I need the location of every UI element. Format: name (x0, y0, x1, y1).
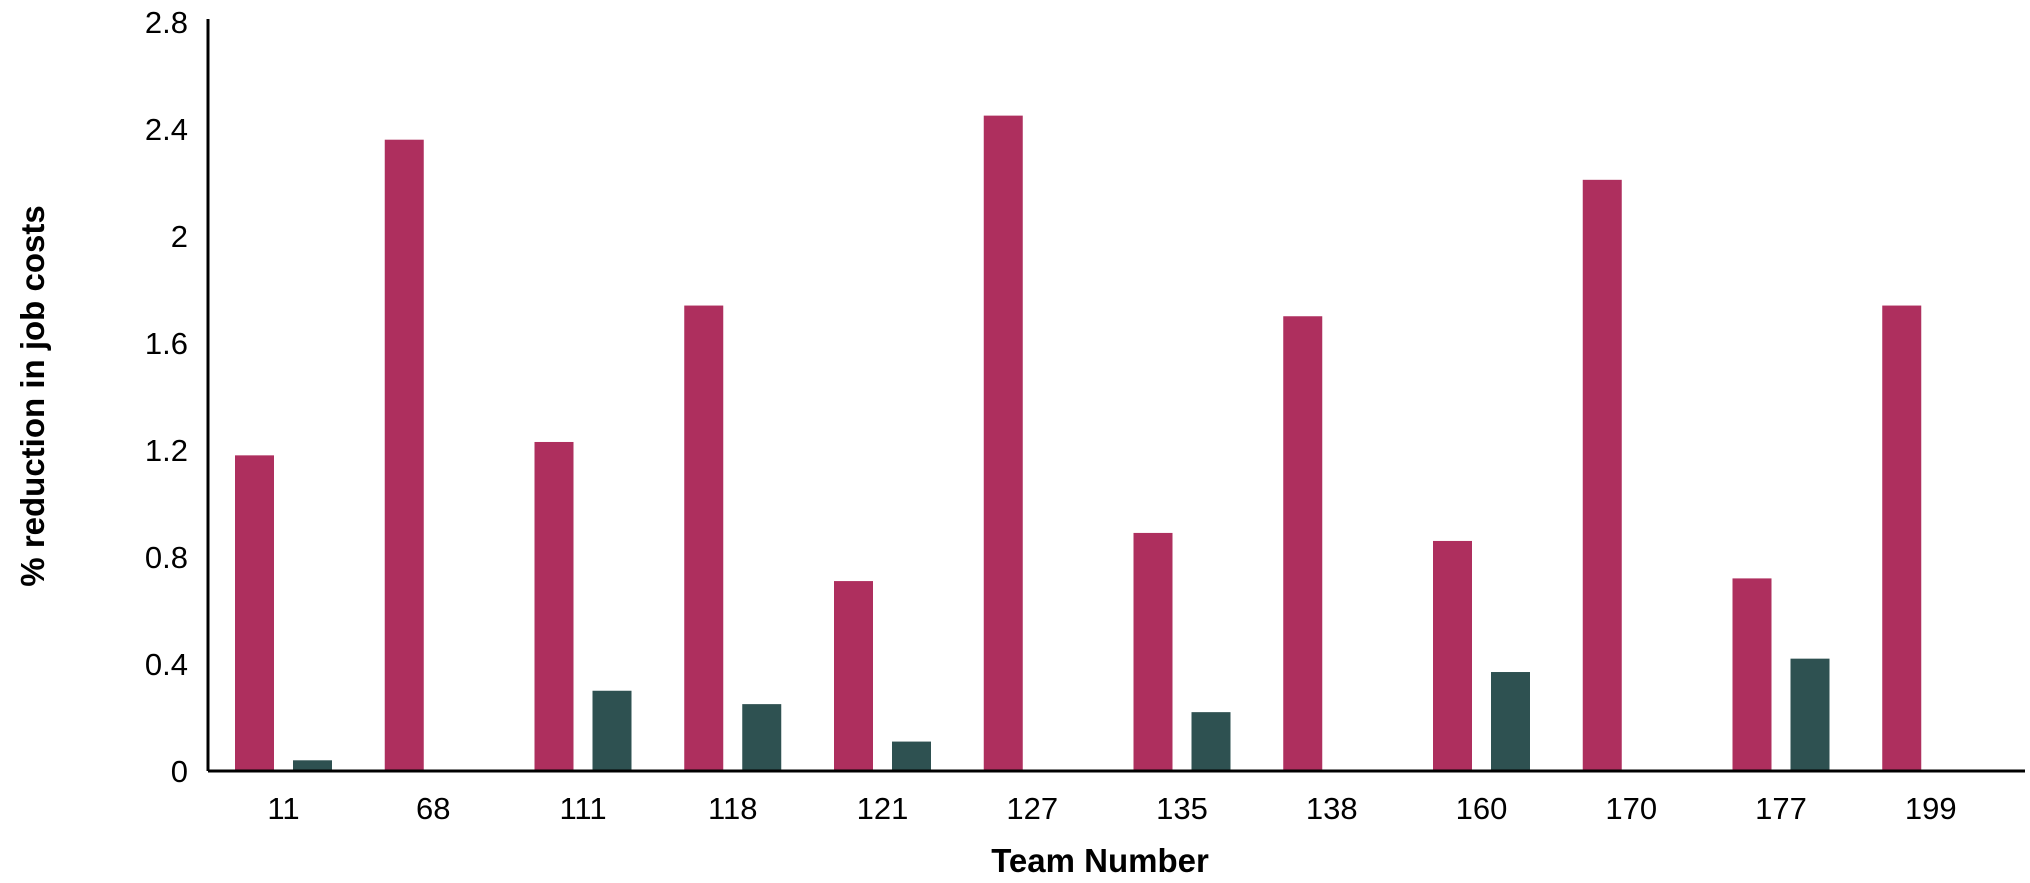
bar-series-1-team-127 (983, 115, 1023, 771)
bar-series-1-team-111 (534, 441, 574, 771)
bar-series-1-team-68 (384, 139, 424, 771)
bar-series-2-team-111 (592, 690, 632, 771)
bar-series-1-team-177 (1732, 578, 1772, 771)
x-tick-label: 177 (1755, 791, 1807, 826)
bar-series-2-team-160 (1491, 672, 1530, 771)
y-tick-label: 1.6 (145, 326, 188, 361)
y-tick-labels: 0 0.4 0.8 1.2 1.6 2 2.4 2.8 (145, 5, 188, 789)
bar-series-1-team-170 (1582, 179, 1622, 771)
x-tick-label: 199 (1905, 791, 1957, 826)
y-tick-label: 0 (171, 754, 188, 789)
y-axis-title: % reduction in job costs (14, 205, 51, 586)
bar-series-2-team-121 (892, 741, 931, 771)
bar-series-1-team-118 (684, 305, 724, 771)
y-tick-label: 2.4 (145, 112, 188, 147)
y-tick-label: 2.8 (145, 5, 188, 40)
x-tick-label: 118 (708, 791, 757, 826)
bar-series-1-team-138 (1283, 316, 1323, 771)
y-tick-label: 0.4 (145, 647, 188, 682)
bar-series-2-team-11 (293, 760, 332, 771)
x-tick-label: 160 (1456, 791, 1508, 826)
x-tick-label: 11 (267, 791, 299, 826)
bar-series-2-team-177 (1790, 658, 1830, 771)
bar-series-1-team-135 (1133, 532, 1173, 771)
bar-series-1-team-11 (235, 455, 274, 771)
y-tick-label: 2 (171, 219, 188, 254)
x-tick-label: 68 (416, 791, 450, 826)
x-tick-label: 135 (1156, 791, 1208, 826)
axes-layer (206, 19, 2025, 773)
y-tick-label: 0.8 (145, 540, 188, 575)
bar-series-2-team-118 (742, 704, 782, 771)
x-tick-label: 127 (1006, 791, 1058, 826)
x-tick-label: 170 (1605, 791, 1657, 826)
bar-series-1-team-121 (834, 581, 873, 771)
bar-series-2-team-135 (1191, 712, 1231, 771)
bar-series-1-team-160 (1433, 540, 1472, 771)
x-tick-label: 138 (1306, 791, 1358, 826)
x-tick-label: 111 (559, 791, 606, 826)
x-tick-labels: 11 68 111 118 121 127 135 138 160 170 177 199 (267, 791, 1956, 826)
x-axis-title: Team Number (991, 842, 1209, 878)
x-tick-label: 121 (857, 791, 909, 826)
bars-layer (235, 115, 1922, 771)
y-tick-label: 1.2 (145, 433, 188, 468)
bar-series-1-team-199 (1882, 305, 1922, 771)
